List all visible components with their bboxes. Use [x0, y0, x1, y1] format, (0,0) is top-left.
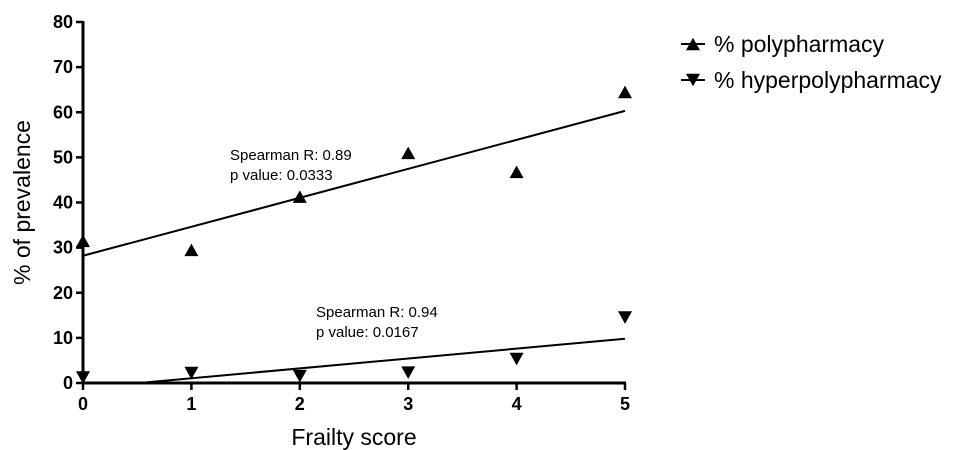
plot-area: [76, 85, 632, 384]
annotation-hyperpolypharmacy-spearman: Spearman R: 0.94: [316, 304, 438, 321]
y-tick-label: 80: [53, 12, 73, 32]
x-tick-label: 2: [295, 394, 305, 414]
legend-label-hyperpolypharmacy: % hyperpolypharmacy: [714, 67, 942, 93]
y-tick-label: 30: [53, 238, 73, 258]
x-tick-label: 3: [403, 394, 413, 414]
legend-label-polypharmacy: % polypharmacy: [714, 31, 885, 57]
x-tick-label: 1: [186, 394, 196, 414]
y-tick-label: 10: [53, 328, 73, 348]
legend-marker-polypharmacy: [686, 37, 700, 51]
point-polypharmacy: [292, 190, 307, 203]
point-polypharmacy: [184, 243, 199, 257]
x-tick-label: 5: [620, 394, 630, 414]
point-polypharmacy: [401, 146, 416, 160]
annotation-polypharmacy-pvalue: p value: 0.0333: [230, 167, 333, 184]
point-hyperpolypharmacy: [76, 371, 90, 384]
y-axis-title: % of prevalence: [9, 120, 35, 285]
y-tick-label: 70: [53, 57, 73, 77]
point-hyperpolypharmacy: [184, 366, 199, 380]
annotations: Spearman R: 0.89 p value: 0.0333 Spearman …: [230, 147, 438, 341]
trendline-polypharmacy: [82, 109, 626, 257]
y-tick-label: 40: [53, 193, 73, 213]
legend-marker-hyperpolypharmacy: [686, 73, 700, 87]
y-ticks: 0 10 20 30 40 50 60 70 80: [53, 12, 83, 393]
point-polypharmacy: [618, 85, 632, 99]
x-axis-title: Frailty score: [291, 424, 416, 450]
trendline-hyperpolypharmacy: [139, 337, 626, 384]
annotation-polypharmacy-spearman: Spearman R: 0.89: [230, 147, 352, 164]
point-polypharmacy: [76, 234, 90, 248]
point-hyperpolypharmacy: [292, 369, 307, 383]
point-hyperpolypharmacy: [509, 352, 524, 366]
legend: % polypharmacy % hyperpolypharmacy: [681, 31, 942, 93]
x-ticks: 0 1 2 3 4 5: [78, 383, 630, 414]
y-tick-label: 20: [53, 283, 73, 303]
annotation-hyperpolypharmacy-pvalue: p value: 0.0167: [316, 324, 419, 341]
x-tick-label: 4: [512, 394, 522, 414]
point-hyperpolypharmacy: [401, 366, 416, 379]
y-tick-label: 60: [53, 102, 73, 122]
point-polypharmacy: [509, 165, 524, 179]
y-tick-label: 50: [53, 147, 73, 167]
x-tick-label: 0: [78, 394, 88, 414]
y-tick-label: 0: [63, 373, 73, 393]
point-hyperpolypharmacy: [618, 311, 632, 324]
